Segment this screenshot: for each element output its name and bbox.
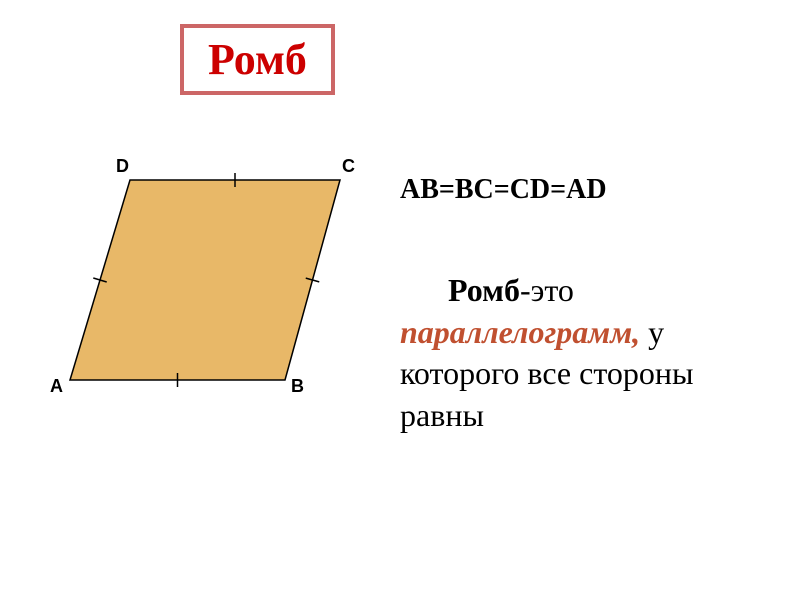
vertex-label-A: A — [50, 376, 63, 397]
rhombus-svg — [20, 150, 380, 430]
definition-block: Ромб-это параллелограмм, у которого все … — [400, 270, 780, 436]
def-connector: -это — [520, 272, 574, 308]
vertex-label-C: C — [342, 156, 355, 177]
vertex-label-D: D — [116, 156, 129, 177]
equation-text: AB=BC=CD=AD — [400, 174, 607, 206]
vertex-label-B: B — [291, 376, 304, 397]
title-text: Ромб — [208, 35, 307, 84]
rhombus-shape — [70, 180, 340, 380]
title-box: Ромб — [180, 24, 335, 95]
def-emphasis: параллелограмм, — [400, 314, 640, 350]
rhombus-diagram: D C B A — [20, 150, 380, 430]
def-term: Ромб — [448, 272, 520, 308]
